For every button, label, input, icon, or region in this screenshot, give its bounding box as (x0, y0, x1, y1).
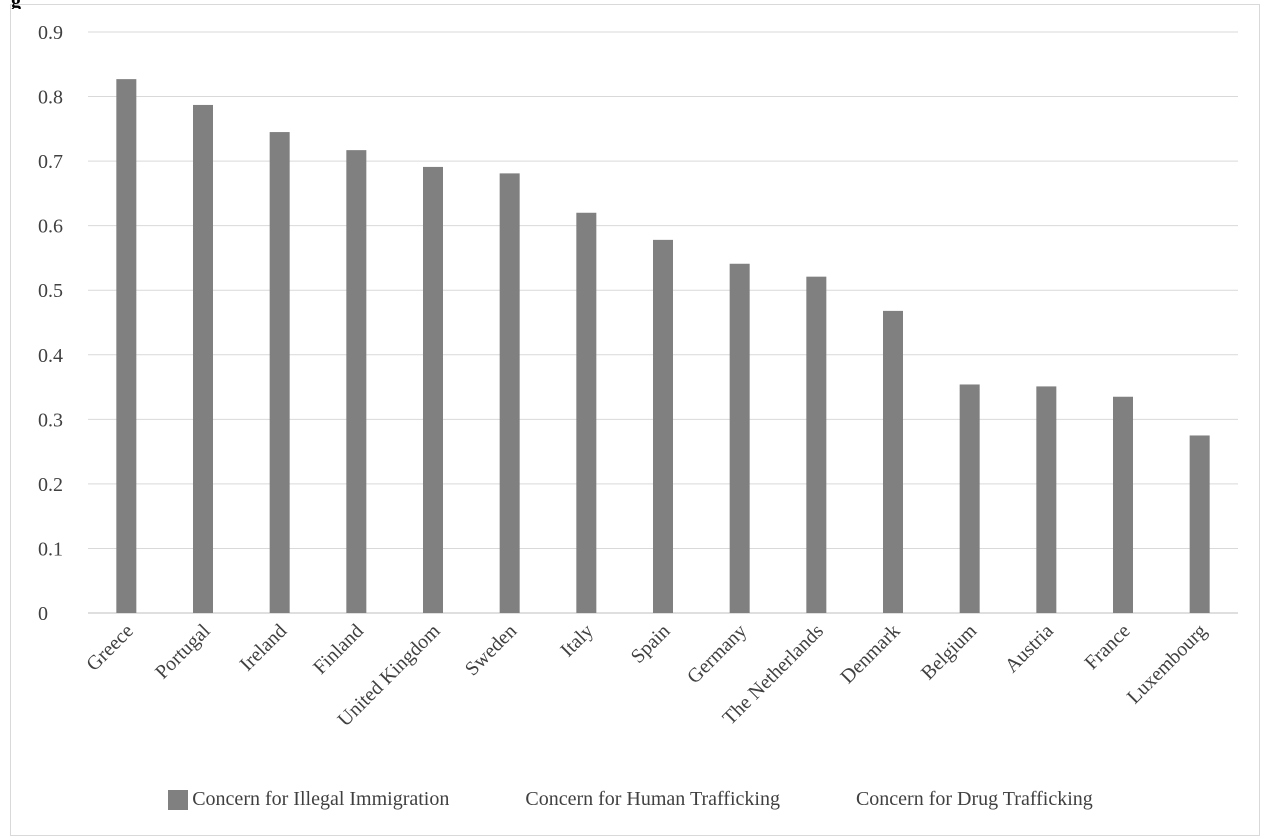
x-tick-label: Portugal (151, 620, 215, 684)
y-tick-label: 0.6 (38, 216, 63, 238)
bar-germany (730, 264, 750, 613)
y-tick-label: 0.7 (38, 151, 63, 173)
legend-label: Concern for Illegal Immigration (192, 788, 449, 811)
x-tick-label: Denmark (836, 620, 904, 688)
x-tick-label: Ireland (236, 620, 292, 676)
legend-item: Concern for Drug Trafficking (832, 788, 1093, 811)
x-tick-label: Austria (1001, 620, 1058, 677)
legend-item: Concern for Illegal Immigration (168, 788, 449, 811)
bar-portugal (193, 105, 213, 613)
bar-greece (116, 79, 136, 613)
legend-label: Concern for Human Trafficking (525, 788, 780, 811)
y-tick-label: 0.1 (38, 538, 63, 560)
x-tick-label: Greece (82, 620, 138, 676)
legend-swatch (832, 790, 852, 810)
bar-finland (346, 150, 366, 613)
bar-united-kingdom (423, 167, 443, 613)
bar-denmark (883, 311, 903, 613)
legend-label: Concern for Drug Trafficking (856, 788, 1093, 811)
x-tick-label: France (1080, 620, 1134, 674)
x-tick-label: Germany (683, 620, 751, 688)
bar-italy (576, 213, 596, 613)
legend-item: Concern for Human Trafficking (501, 788, 780, 811)
x-tick-label: Finland (309, 620, 368, 679)
x-tick-label: Sweden (461, 620, 521, 680)
y-tick-label: 0.2 (38, 474, 63, 496)
y-tick-label: 0.8 (38, 87, 63, 109)
y-tick-label: 0.9 (38, 22, 63, 44)
chart-legend: Concern for Illegal Immigration Concern f… (0, 788, 1261, 811)
legend-swatch (168, 790, 188, 810)
bar-luxembourg (1190, 435, 1210, 613)
bar-sweden (500, 173, 520, 613)
y-tick-label: 0 (38, 603, 48, 625)
x-tick-label: Spain (627, 620, 675, 668)
y-tick-label: 0.5 (38, 280, 63, 302)
bar-ireland (270, 132, 290, 613)
bar-the-netherlands (806, 277, 826, 613)
x-tick-label: Luxembourg (1123, 620, 1211, 708)
x-tick-label: Belgium (917, 620, 982, 685)
x-tick-label: Italy (556, 620, 597, 661)
bar-belgium (960, 384, 980, 613)
legend-swatch (501, 790, 521, 810)
y-tick-label: 0.4 (38, 345, 63, 367)
bar-austria (1036, 386, 1056, 613)
bar-france (1113, 397, 1133, 613)
bar-spain (653, 240, 673, 613)
y-tick-label: 0.3 (38, 409, 63, 431)
